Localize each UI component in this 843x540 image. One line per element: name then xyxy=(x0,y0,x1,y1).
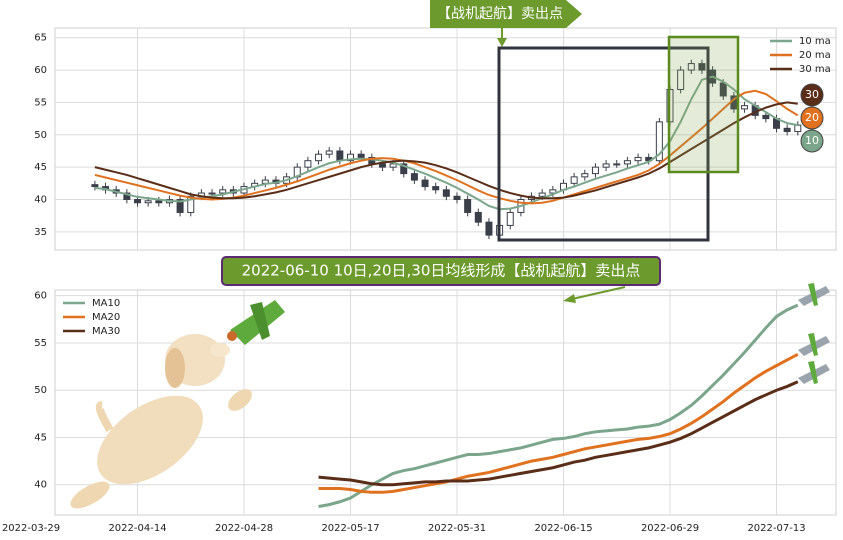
ma-badge xyxy=(800,83,824,107)
candle-body xyxy=(741,105,749,110)
y-tick-label: 40 xyxy=(34,480,47,491)
candle-body xyxy=(378,163,386,168)
candle-body xyxy=(581,173,589,178)
candle-body xyxy=(442,189,450,197)
candle-body xyxy=(485,221,493,236)
y-tick-label: 50 xyxy=(34,385,47,396)
legend-label: 30 ma xyxy=(799,64,831,75)
candle-body xyxy=(687,63,695,71)
candle-body xyxy=(357,153,365,158)
annotation: 【战机起航】卖出点 xyxy=(437,6,563,22)
candle-body xyxy=(464,199,472,213)
candle-body xyxy=(677,69,685,90)
candle-body xyxy=(623,160,631,165)
x-tick-label: 2022-07-13 xyxy=(747,523,805,534)
ma-line xyxy=(318,352,799,494)
candle-body xyxy=(144,200,152,204)
candle-body xyxy=(176,199,184,213)
candle-body xyxy=(698,63,706,71)
ma-badge-label: 20 xyxy=(805,111,819,124)
ma-line xyxy=(94,89,799,205)
y-tick-label: 60 xyxy=(34,291,47,302)
title-arrow xyxy=(571,286,626,300)
dog-illustration xyxy=(70,300,285,509)
legend-label: 20 ma xyxy=(799,50,831,61)
y-tick-label: 65 xyxy=(34,33,47,44)
peak-box xyxy=(667,35,740,174)
ma-line xyxy=(318,303,799,508)
annotation-arrowhead xyxy=(497,38,507,47)
candle-body xyxy=(613,163,621,166)
candle-body xyxy=(602,163,610,168)
candle-body xyxy=(538,192,546,197)
candle-body xyxy=(219,189,227,194)
grid-layer: 35 40 45 50 55 60 65 40 45 50 55 60 2022-03-29 2022-0… xyxy=(2,28,836,534)
y-tick-label: 55 xyxy=(34,338,47,349)
candle-body xyxy=(762,114,770,120)
x-tick-label: 2022-05-17 xyxy=(321,523,379,534)
ma-badge xyxy=(800,106,824,130)
candle-body xyxy=(794,124,802,133)
x-tick-label: 2022-05-31 xyxy=(428,523,486,534)
x-tick-label: 2022-03-29 xyxy=(2,523,60,534)
y-tick-label: 45 xyxy=(34,432,47,443)
candle-body xyxy=(123,192,131,201)
candle-body xyxy=(474,211,482,223)
candle-body xyxy=(506,211,514,226)
candle-body xyxy=(570,176,578,184)
legend-label: MA10 xyxy=(92,298,120,309)
candle-body xyxy=(410,173,418,181)
x-tick-label: 2022-04-28 xyxy=(215,523,273,534)
title-badge xyxy=(221,256,661,286)
bottom-plot-frame xyxy=(54,289,837,516)
x-tick-label: 2022-06-29 xyxy=(641,523,699,534)
candle-body xyxy=(91,184,99,188)
candle-body xyxy=(208,192,216,195)
candle-body xyxy=(634,156,642,162)
candle-body xyxy=(325,150,333,155)
candle-body xyxy=(432,186,440,191)
candle-body xyxy=(315,153,323,162)
candle-body xyxy=(655,121,663,162)
y-tick-label: 40 xyxy=(34,195,47,206)
candle-body xyxy=(421,179,429,188)
candle-body xyxy=(549,189,557,194)
candle-body xyxy=(400,163,408,175)
candle-body xyxy=(719,82,727,97)
ma-badge-label: 30 xyxy=(805,88,819,101)
legend-label: MA20 xyxy=(92,312,120,323)
title-arrowhead xyxy=(563,294,576,303)
ma-badge xyxy=(800,129,824,153)
candle-body xyxy=(155,200,163,204)
candle-body xyxy=(347,153,354,162)
annotation-badge xyxy=(430,0,582,28)
y-tick-label: 60 xyxy=(34,65,47,76)
signal-box xyxy=(497,46,710,242)
candle-body xyxy=(783,127,791,133)
candle-body xyxy=(336,150,344,162)
x-tick-label: 2022-04-14 xyxy=(108,523,166,534)
candle-body xyxy=(591,166,599,175)
overlay-layer: 10 ma 20 ma 30 ma 30 20 10 MA10 MA20 MA30 xyxy=(63,36,831,337)
ma-badge-label: 10 xyxy=(805,134,819,147)
ma-line xyxy=(94,75,798,211)
y-tick-label: 45 xyxy=(34,162,47,173)
candle-body xyxy=(453,195,461,201)
x-tick-label: 2022-06-15 xyxy=(534,523,592,534)
legend-label: 10 ma xyxy=(799,36,831,47)
ma-line xyxy=(94,101,798,200)
candle-body xyxy=(389,163,397,168)
y-tick-label: 55 xyxy=(34,97,47,108)
candle-body xyxy=(304,160,312,168)
candle-body xyxy=(134,199,141,204)
legend-label: MA30 xyxy=(92,326,120,337)
ma-line xyxy=(318,380,799,487)
plane-icons xyxy=(798,283,830,384)
candle-body xyxy=(187,195,195,213)
chart-title: 2022-06-10 10日,20日,30日均线形成【战机起航】卖出点 xyxy=(242,262,641,280)
y-tick-label: 35 xyxy=(34,227,47,238)
y-tick-label: 50 xyxy=(34,130,47,141)
